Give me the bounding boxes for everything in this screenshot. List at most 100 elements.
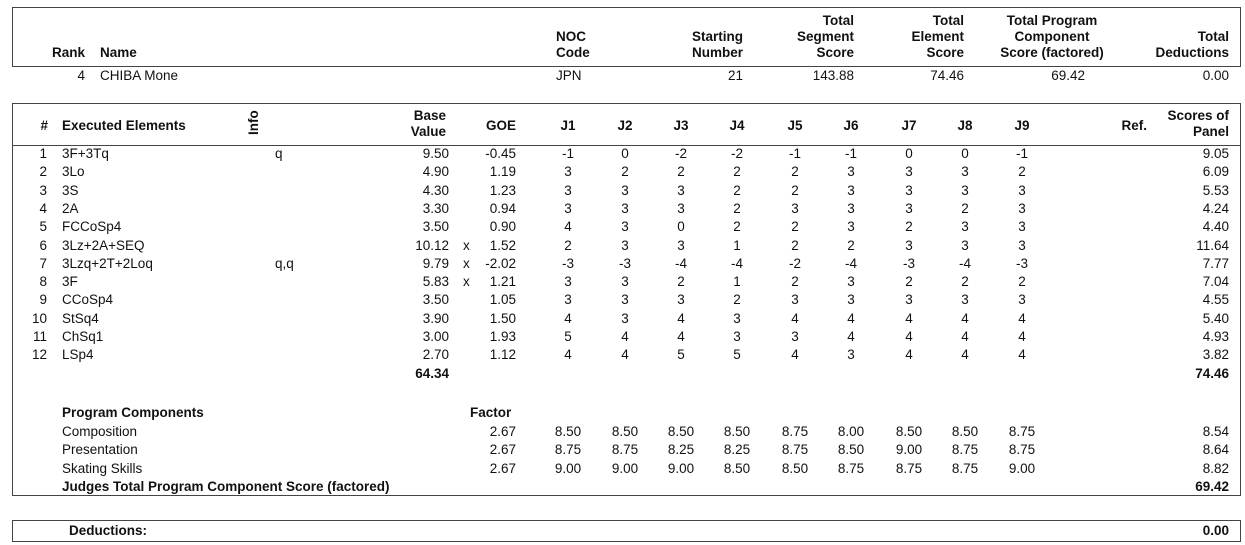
element-j8: 3 bbox=[961, 182, 969, 198]
element-j8: 2 bbox=[961, 200, 969, 216]
element-name: 3F+3Tq bbox=[62, 146, 109, 161]
component-j2: 8.75 bbox=[611, 442, 639, 458]
element-j9: 2 bbox=[1018, 164, 1026, 180]
element-j2: 2 bbox=[621, 164, 629, 180]
element-j4: 2 bbox=[733, 292, 741, 308]
element-panel-score: 11.64 bbox=[1196, 237, 1229, 253]
element-j4: 2 bbox=[733, 219, 741, 235]
element-goe: 1.23 bbox=[489, 182, 516, 198]
element-goe: 0.94 bbox=[489, 200, 516, 216]
element-j5: 2 bbox=[791, 237, 799, 253]
name-value: CHIBA Mone bbox=[100, 68, 179, 83]
element-number: 10 bbox=[31, 310, 47, 326]
element-j8: 3 bbox=[961, 219, 969, 235]
element-j5: 4 bbox=[791, 347, 799, 363]
component-j7: 8.75 bbox=[895, 460, 923, 476]
component-j4: 8.50 bbox=[723, 424, 751, 439]
element-j6: 3 bbox=[847, 292, 855, 308]
element-j5: 2 bbox=[791, 164, 799, 180]
component-j2: 8.50 bbox=[611, 424, 639, 439]
component-j1: 8.50 bbox=[554, 424, 582, 439]
element-j3: 3 bbox=[677, 200, 685, 216]
element-j2: 3 bbox=[621, 292, 629, 308]
component-factor: 2.67 bbox=[489, 424, 516, 439]
element-j6: 4 bbox=[847, 310, 855, 326]
total-element-score-value: 74.46 bbox=[930, 68, 964, 83]
element-goe: 1.50 bbox=[489, 310, 516, 326]
element-j6: -4 bbox=[844, 255, 857, 271]
rank-value: 4 bbox=[77, 68, 85, 83]
element-j7: 3 bbox=[905, 200, 913, 216]
element-j4: 3 bbox=[733, 310, 741, 326]
element-j1: 3 bbox=[564, 292, 572, 308]
element-j5: 2 bbox=[791, 274, 799, 290]
component-j2: 9.00 bbox=[611, 460, 639, 476]
component-j4: 8.50 bbox=[723, 460, 751, 476]
component-j5: 8.75 bbox=[781, 424, 809, 439]
col-scores-of-panel: Scores of Panel bbox=[1167, 108, 1229, 139]
col-j9: J9 bbox=[1014, 118, 1030, 133]
factor-label: Factor bbox=[470, 405, 512, 420]
component-name: Presentation bbox=[62, 442, 138, 458]
starting-number-value: 21 bbox=[727, 68, 743, 83]
element-j2: 3 bbox=[621, 182, 629, 198]
element-base-value: 3.50 bbox=[422, 292, 449, 308]
element-base-value: 10.12 bbox=[415, 237, 449, 253]
component-j6: 8.00 bbox=[837, 424, 865, 439]
skater-summary-box bbox=[12, 7, 1241, 67]
element-j3: 3 bbox=[677, 182, 685, 198]
component-j8: 8.75 bbox=[951, 460, 979, 476]
element-goe: -0.45 bbox=[485, 146, 516, 161]
header-total-element-score-label: Total Element Score bbox=[911, 13, 964, 60]
component-j5: 8.50 bbox=[781, 460, 809, 476]
component-j6: 8.75 bbox=[837, 460, 865, 476]
element-number: 3 bbox=[39, 182, 47, 198]
element-bonus-mark: x bbox=[463, 255, 470, 271]
header-noc-code-label: NOC Code bbox=[556, 29, 590, 60]
element-j8: 3 bbox=[961, 292, 969, 308]
element-goe: 0.90 bbox=[489, 219, 516, 235]
element-j7: 2 bbox=[905, 219, 913, 235]
total-segment-score-value: 143.88 bbox=[812, 68, 854, 83]
element-j9: 4 bbox=[1018, 310, 1026, 326]
element-j7: 4 bbox=[905, 310, 913, 326]
col-j1: J1 bbox=[560, 118, 576, 133]
component-factor: 2.67 bbox=[489, 460, 516, 476]
component-j3: 8.50 bbox=[667, 424, 695, 439]
component-j8: 8.75 bbox=[951, 442, 979, 458]
element-j1: 3 bbox=[564, 200, 572, 216]
element-bonus-mark: x bbox=[463, 274, 470, 290]
element-number: 8 bbox=[39, 274, 47, 290]
element-j1: 4 bbox=[564, 347, 572, 363]
element-number: 4 bbox=[39, 200, 47, 216]
element-base-value: 9.50 bbox=[422, 146, 449, 161]
element-j3: 4 bbox=[677, 329, 685, 344]
element-name: ChSq1 bbox=[62, 329, 104, 344]
component-j4: 8.25 bbox=[723, 442, 751, 458]
element-panel-score: 4.55 bbox=[1202, 292, 1229, 308]
element-name: CCoSp4 bbox=[62, 292, 114, 308]
header-total-segment-score-label: Total Segment Score bbox=[796, 13, 854, 60]
col-j3: J3 bbox=[673, 118, 689, 133]
component-j6: 8.50 bbox=[837, 442, 865, 458]
col-ref: Ref. bbox=[1121, 118, 1147, 133]
element-j5: 4 bbox=[791, 310, 799, 326]
program-components-total-label: Judges Total Program Component Score (fa… bbox=[62, 479, 390, 494]
element-j4: -2 bbox=[730, 146, 743, 161]
element-j4: 2 bbox=[733, 164, 741, 180]
element-j3: 0 bbox=[677, 219, 685, 235]
element-base-value: 5.83 bbox=[422, 274, 449, 290]
element-j7: 3 bbox=[905, 292, 913, 308]
element-panel-score: 6.09 bbox=[1202, 164, 1229, 180]
element-goe: 1.05 bbox=[489, 292, 516, 308]
component-j3: 8.25 bbox=[667, 442, 695, 458]
element-base-value: 3.30 bbox=[422, 200, 449, 216]
header-starting-number-label: Starting Number bbox=[691, 29, 743, 60]
element-j6: 3 bbox=[847, 274, 855, 290]
element-j6: 3 bbox=[847, 200, 855, 216]
element-panel-score: 7.04 bbox=[1202, 274, 1229, 290]
element-j5: 3 bbox=[791, 200, 799, 216]
element-j6: 2 bbox=[847, 237, 855, 253]
element-name: LSp4 bbox=[62, 347, 94, 363]
deductions-label: Deductions: bbox=[69, 523, 148, 538]
